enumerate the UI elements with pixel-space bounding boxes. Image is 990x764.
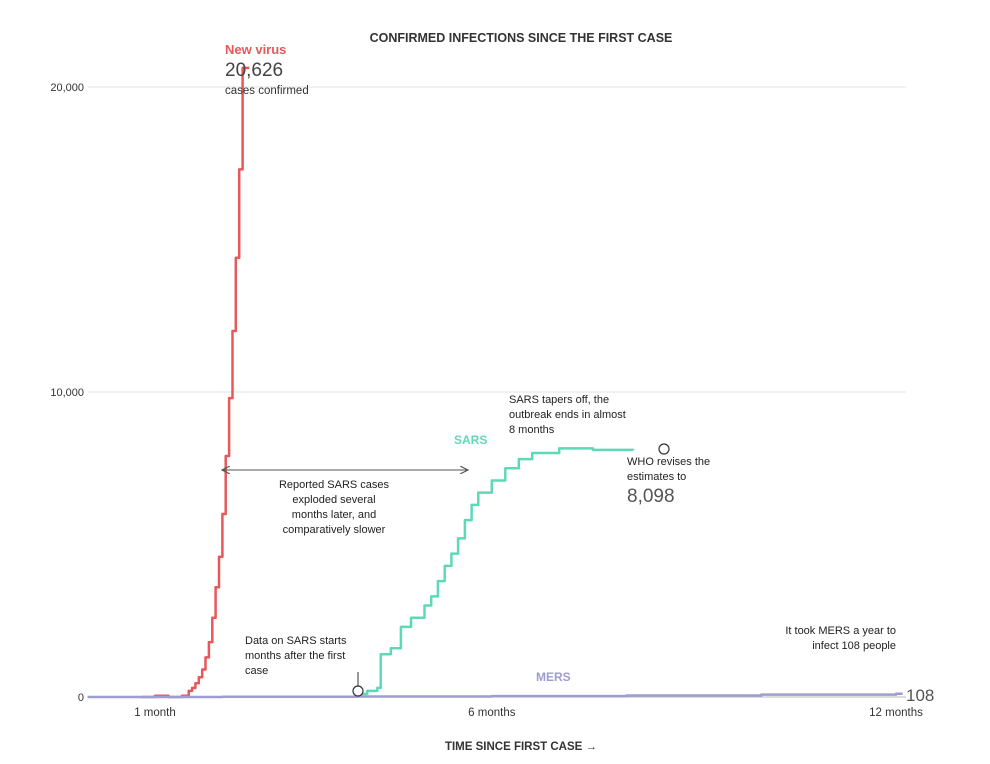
annotation-line: comparatively slower [283,524,386,536]
mers-value: 108 [906,686,934,705]
arrow-annotation-text: Reported SARS cases exploded several mon… [279,479,390,536]
sars-tapers-annotation: SARS tapers off, the outbreak ends in al… [509,394,626,436]
annotation-line: outbreak ends in almost [509,409,626,421]
x-axis-label: TIME SINCE FIRST CASE → [445,741,597,753]
y-tick-label: 10,000 [50,387,84,399]
who-value: 8,098 [627,486,675,507]
annotation-line: estimates to [627,471,686,483]
x-tick-label: 6 months [468,707,516,719]
annotation-line: SARS tapers off, the [509,394,609,406]
annotation-line: exploded several [292,494,375,506]
sars-start-annotation: Data on SARS starts months after the fir… [245,635,347,677]
annotation-line: infect 108 people [812,640,896,652]
sars-start-marker [352,685,364,697]
chart-title: CONFIRMED INFECTIONS SINCE THE FIRST CAS… [370,31,673,45]
series-label-mers: MERS [536,670,571,684]
new-virus-sub: cases confirmed [225,85,309,97]
series-label-sars: SARS [454,433,487,447]
series-line-mers [87,692,903,699]
annotation-line: Reported SARS cases [279,479,390,491]
x-tick-label: 1 month [134,707,176,719]
series-lines [87,66,903,699]
series-line-new-virus [141,66,250,699]
series-line-sars [357,447,635,696]
annotation-line: months later, and [292,509,376,521]
gridlines [88,86,906,698]
annotation-line: Data on SARS starts [245,635,347,647]
annotation-line: months after the first [245,650,345,662]
who-revision-marker [658,443,670,455]
x-axis-ticks: 1 month 6 months 12 months [134,707,923,719]
new-virus-value: 20,626 [225,60,283,81]
series-label-new-virus: New virus [225,42,286,57]
y-tick-label: 0 [78,692,84,704]
annotation-line: 8 months [509,424,555,436]
annotation-line: It took MERS a year to [785,625,896,637]
who-annotation: WHO revises the estimates to [627,456,710,483]
y-tick-label: 20,000 [50,82,84,94]
annotation-line: WHO revises the [627,456,710,468]
annotation-line: case [245,665,268,677]
mers-annotation: It took MERS a year to infect 108 people [785,625,896,652]
y-axis-ticks: 0 10,000 20,000 [50,82,84,704]
x-tick-label: 12 months [869,707,923,719]
